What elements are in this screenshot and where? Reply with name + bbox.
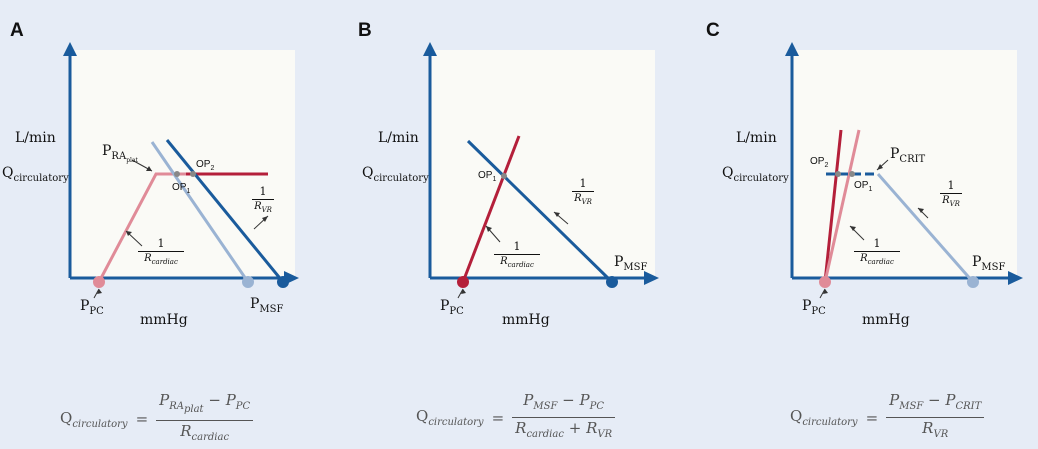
op1-label: OP1 bbox=[172, 182, 191, 195]
ppc-label: PPC bbox=[802, 298, 826, 317]
fraction-rvr: 1 RVR bbox=[572, 178, 594, 208]
y-axis-arrow bbox=[785, 42, 799, 56]
venous-return-curve bbox=[876, 173, 975, 283]
y-axis-unit: L/min bbox=[736, 130, 777, 146]
pmsf-label: PMSF bbox=[250, 296, 284, 315]
panel-c: C L/min Qcirculatory OP2 OP1 P bbox=[692, 0, 1038, 449]
cardiac-function-curve-1 bbox=[823, 129, 843, 283]
diagram-lines bbox=[785, 42, 1023, 299]
pmsf-point bbox=[606, 276, 618, 288]
arrow-ppc bbox=[457, 288, 464, 299]
ppc-label: PPC bbox=[440, 298, 464, 317]
op1-point bbox=[174, 171, 180, 177]
fraction-rvr: 1 RVR bbox=[940, 180, 962, 210]
ppc-label: PPC bbox=[80, 298, 104, 317]
x-axis-unit: mmHg bbox=[502, 312, 550, 328]
diagram-lines bbox=[63, 42, 299, 299]
fraction-rcardiac: 1 Rcardiac bbox=[854, 238, 900, 268]
pcrit-label: PCRIT bbox=[890, 146, 926, 165]
y-axis-variable: Qcirculatory bbox=[2, 165, 69, 184]
y-axis-unit: L/min bbox=[378, 130, 419, 146]
diagram-lines bbox=[423, 42, 659, 299]
equation: Qcirculatory = PMSF − PPC Rcardiac + RVR bbox=[416, 390, 616, 445]
arrow-ppc bbox=[93, 288, 100, 299]
equation: Qcirculatory = PMSF − PCRIT RVR bbox=[790, 390, 985, 445]
pmsf-label: PMSF bbox=[972, 254, 1006, 273]
y-axis-variable: Qcirculatory bbox=[362, 165, 429, 184]
fraction-rcardiac: 1 Rcardiac bbox=[138, 238, 184, 268]
panel-b: B L/min Qcirculatory OP1 1 RVR 1 Rcardia… bbox=[346, 0, 692, 449]
y-axis-unit: L/min bbox=[15, 130, 56, 146]
fraction-rvr: 1 RVR bbox=[252, 186, 274, 216]
cardiac-function-curve bbox=[97, 172, 198, 283]
panel-a: A L/min Qcirculatory PRAp bbox=[0, 0, 346, 449]
op1-label: OP1 bbox=[478, 170, 497, 183]
x-axis-unit: mmHg bbox=[140, 312, 188, 328]
op1-point bbox=[849, 171, 855, 177]
ppc-point bbox=[819, 276, 831, 288]
pmsf-label: PMSF bbox=[614, 254, 648, 273]
venous-return-curve bbox=[466, 139, 614, 284]
equation: Qcirculatory = PRAplat − PPC Rcardiac bbox=[60, 390, 254, 448]
op2-point bbox=[835, 171, 841, 177]
ppc-point bbox=[457, 276, 469, 288]
x-axis-arrow bbox=[644, 271, 659, 285]
pmsf-point bbox=[967, 276, 979, 288]
fraction-rcardiac: 1 Rcardiac bbox=[494, 241, 540, 271]
plot-area bbox=[430, 50, 655, 278]
panel-label: A bbox=[10, 20, 24, 41]
pmsf-point-1 bbox=[242, 276, 254, 288]
panel-label: C bbox=[706, 20, 720, 41]
ppc-point bbox=[93, 276, 105, 288]
plot-area bbox=[70, 50, 295, 278]
op2-label: OP2 bbox=[810, 156, 829, 169]
y-axis-arrow bbox=[63, 42, 77, 56]
arrow-ppc bbox=[819, 288, 826, 299]
op2-label: OP2 bbox=[196, 159, 215, 172]
cardiac-function-curve-2 bbox=[823, 129, 861, 283]
cardiac-function-curve bbox=[461, 135, 521, 283]
y-axis-variable: Qcirculatory bbox=[722, 165, 789, 184]
venous-return-curve-2 bbox=[165, 139, 285, 283]
op2-point bbox=[190, 171, 196, 177]
op1-point bbox=[501, 173, 507, 179]
pmsf-point-2 bbox=[277, 276, 289, 288]
p-ra-plat-label: PRAplat bbox=[102, 143, 138, 164]
x-axis-unit: mmHg bbox=[862, 312, 910, 328]
x-axis-arrow bbox=[1008, 271, 1023, 285]
venous-return-curve-1 bbox=[150, 141, 250, 283]
op1-label: OP1 bbox=[854, 180, 873, 193]
panel-label: B bbox=[358, 20, 372, 41]
y-axis-arrow bbox=[423, 42, 437, 56]
